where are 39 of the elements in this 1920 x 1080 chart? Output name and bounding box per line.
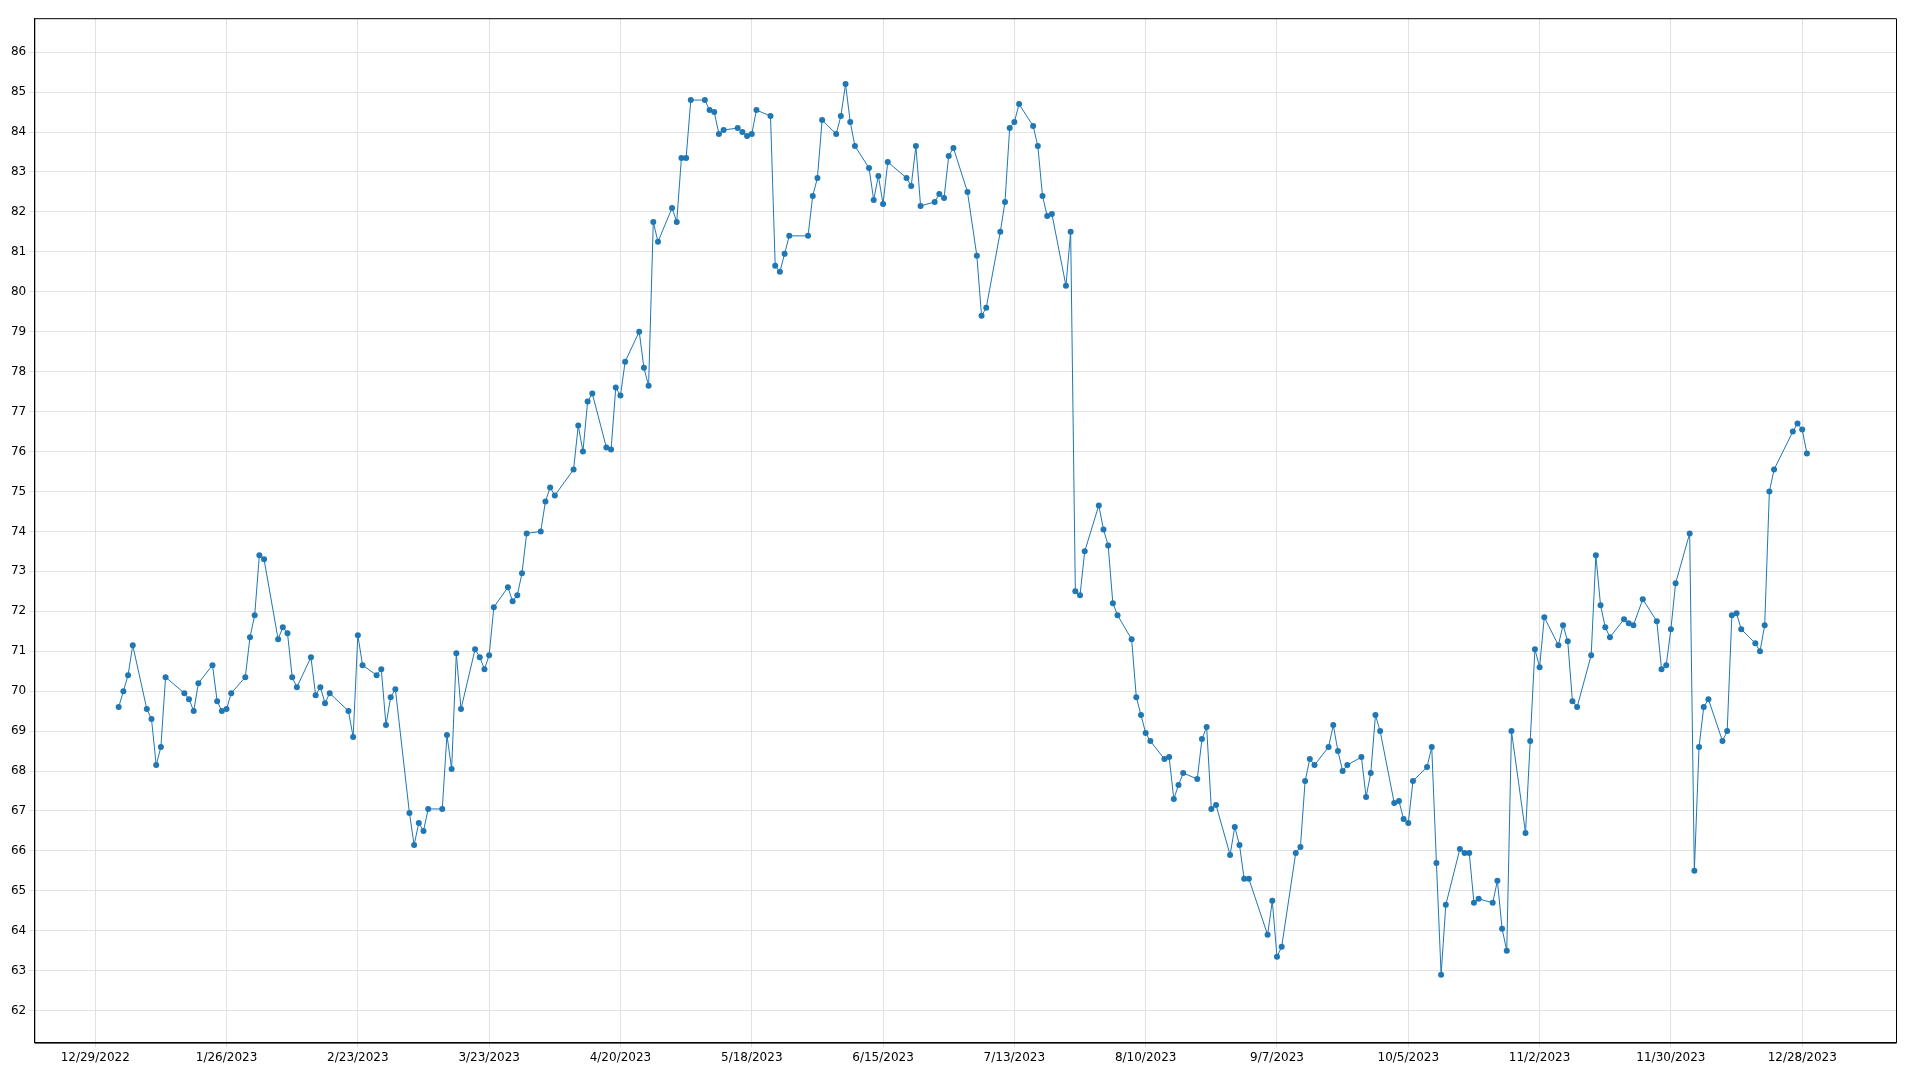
x-tick-label: 12/28/2023: [1767, 1049, 1837, 1064]
y-tick-label: 67: [10, 803, 27, 818]
y-tick-label: 63: [10, 962, 27, 977]
y-tick-label: 74: [10, 523, 27, 538]
y-tick-label: 62: [10, 1002, 27, 1017]
x-tick-label: 1/26/2023: [195, 1049, 258, 1064]
x-tick-label: 2/23/2023: [327, 1049, 389, 1064]
y-tick-label: 75: [10, 483, 27, 498]
y-tick-label: 84: [10, 124, 27, 139]
y-tick-label: 64: [10, 922, 27, 937]
y-tick-label: 72: [10, 603, 27, 618]
y-tick-label: 85: [10, 84, 27, 99]
x-tick-label: 6/15/2023: [852, 1049, 914, 1064]
x-tick-label: 11/30/2023: [1636, 1049, 1706, 1064]
y-tick-label: 83: [10, 164, 27, 179]
y-tick-label: 79: [10, 323, 27, 338]
x-tick-label: 5/18/2023: [721, 1049, 783, 1064]
y-tick-label: 71: [10, 643, 27, 658]
x-tick-label: 9/7/2023: [1250, 1049, 1304, 1064]
x-tick-label: 8/10/2023: [1114, 1049, 1177, 1064]
y-tick-label: 81: [10, 243, 27, 258]
x-tick-label: 12/29/2022: [60, 1049, 130, 1064]
y-tick-label: 68: [10, 763, 27, 778]
y-tick-label: 76: [10, 443, 27, 458]
y-tick-label: 73: [10, 563, 27, 578]
y-tick-label: 80: [10, 283, 27, 298]
y-tick-label: 69: [10, 723, 27, 738]
y-tick-label: 65: [10, 882, 27, 897]
y-tick-label: 82: [10, 204, 27, 219]
x-tick-label: 4/20/2023: [589, 1049, 652, 1064]
x-tick-label: 11/2/2023: [1508, 1049, 1571, 1064]
y-tick-label: 78: [10, 363, 27, 378]
y-tick-label: 70: [10, 683, 27, 698]
y-tick-label: 86: [10, 44, 27, 59]
x-tick-label: 10/5/2023: [1377, 1049, 1440, 1064]
y-tick-label: 66: [10, 843, 27, 858]
y-tick-label: 77: [10, 403, 27, 418]
x-tick-label: 7/13/2023: [983, 1049, 1046, 1064]
x-tick-label: 3/23/2023: [458, 1049, 520, 1064]
